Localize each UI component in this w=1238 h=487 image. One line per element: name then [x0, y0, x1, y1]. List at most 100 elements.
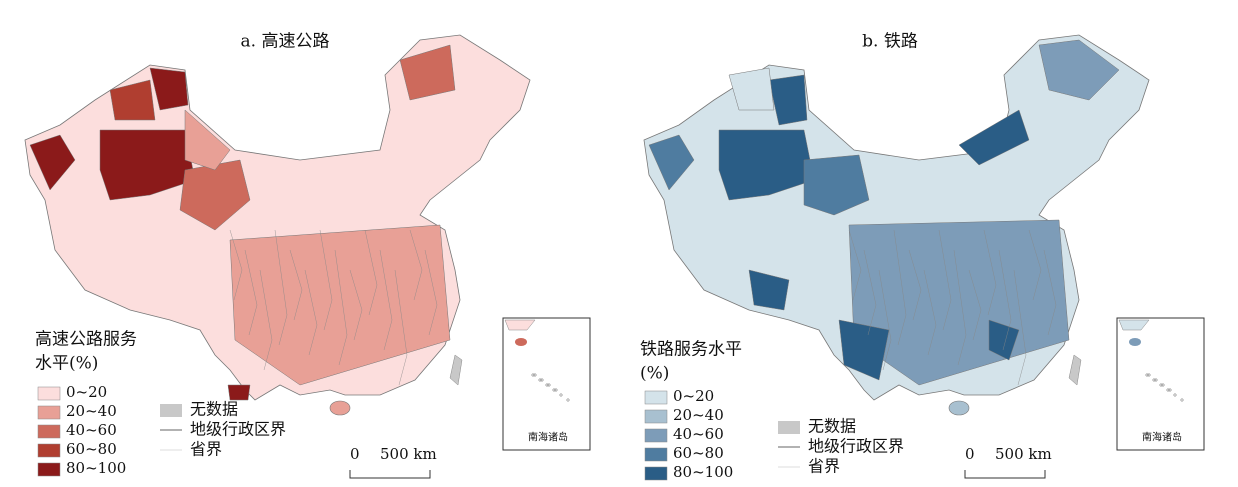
- taiwan: [1068, 354, 1082, 386]
- no-data-swatch: [160, 404, 182, 417]
- inset-island: [1129, 338, 1141, 346]
- boundary: [259, 269, 273, 371]
- region: [179, 159, 251, 231]
- region: [229, 224, 451, 386]
- no-data-label: 无数据: [808, 417, 856, 436]
- no-data-label: 无数据: [190, 400, 238, 419]
- scale-bar: [964, 470, 1046, 479]
- boundary: [908, 249, 922, 321]
- inset-reef: [1147, 373, 1151, 377]
- region: [718, 129, 815, 201]
- boundary: [923, 269, 937, 356]
- legend-title: (%): [640, 364, 669, 384]
- inset-reef: [566, 398, 570, 402]
- legend-swatch: [37, 386, 61, 401]
- region: [838, 319, 890, 381]
- inset-reef: [1154, 378, 1158, 382]
- island: [948, 400, 970, 416]
- no-data-swatch: [778, 421, 800, 434]
- region: [728, 67, 775, 111]
- boundary: [379, 249, 393, 351]
- panel-title: b. 铁路: [862, 32, 918, 52]
- legend-label: 40~60: [66, 421, 117, 439]
- region: [149, 67, 189, 111]
- taiwan: [449, 354, 463, 386]
- region: [768, 74, 808, 126]
- inset-reef: [1168, 388, 1172, 392]
- boundary: [953, 249, 967, 366]
- region: [1038, 39, 1120, 101]
- inset-reef: [533, 373, 537, 377]
- region: [988, 319, 1020, 361]
- region: [29, 134, 76, 191]
- panel-title: a. 高速公路: [241, 32, 330, 52]
- boundary: [1043, 249, 1057, 336]
- inset-reef: [554, 388, 558, 392]
- inset-reef: [559, 393, 563, 397]
- scale-bar: [349, 470, 431, 479]
- legend-title: 铁路服务水平: [640, 340, 742, 360]
- boundary: [349, 269, 363, 341]
- boundary: [1028, 229, 1042, 301]
- scale-distance: 500 km: [380, 445, 437, 463]
- boundary: [274, 229, 288, 346]
- region: [748, 269, 790, 311]
- legend-label: 0~20: [673, 387, 714, 405]
- legend-swatch: [37, 424, 61, 439]
- legend-label: 20~40: [673, 406, 724, 424]
- inset-reef: [531, 373, 535, 377]
- inset-coast: [1118, 319, 1150, 331]
- scale-distance: 500 km: [995, 445, 1052, 463]
- inset-reef: [1173, 393, 1177, 397]
- inset-reef: [545, 383, 549, 387]
- region: [184, 109, 231, 171]
- map: [643, 34, 1150, 416]
- legend-title: 高速公路服务: [35, 330, 137, 350]
- boundary: [893, 229, 907, 346]
- boundary: [409, 229, 423, 301]
- boundary: [244, 249, 258, 336]
- scale-zero: 0: [965, 445, 975, 463]
- inset-reef: [1159, 383, 1163, 387]
- legend-swatch: [644, 428, 668, 443]
- province-boundary-label: 省界: [808, 457, 840, 476]
- inset-reef: [1180, 398, 1184, 402]
- legend-title: 水平(%): [35, 354, 98, 374]
- inset-reef: [538, 378, 542, 382]
- boundary: [394, 269, 408, 386]
- boundary: [304, 269, 318, 356]
- inset-reef: [1161, 383, 1165, 387]
- inset-label: 南海诸岛: [528, 431, 568, 444]
- scale-zero: 0: [350, 445, 360, 463]
- boundary: [334, 249, 348, 366]
- inset-reef: [547, 383, 551, 387]
- province-boundary-label: 省界: [190, 440, 222, 459]
- map: [24, 34, 531, 416]
- inset-reef: [1145, 373, 1149, 377]
- boundary: [848, 229, 862, 301]
- inset-reef: [1152, 378, 1156, 382]
- inset-coast: [504, 319, 536, 331]
- boundary: [998, 249, 1012, 351]
- boundary: [424, 249, 438, 336]
- boundary: [878, 269, 892, 371]
- boundary: [863, 249, 877, 336]
- legend-swatch: [644, 390, 668, 405]
- region: [109, 79, 156, 121]
- inset-island: [515, 338, 527, 346]
- legend-swatch: [37, 405, 61, 420]
- boundary: [364, 229, 378, 316]
- legend-label: 40~60: [673, 425, 724, 443]
- region: [227, 384, 251, 401]
- legend-label: 80~100: [673, 463, 733, 481]
- prefecture-boundary-label: 地级行政区界: [190, 420, 286, 439]
- boundary: [1013, 269, 1027, 386]
- prefecture-boundary-label: 地级行政区界: [808, 437, 904, 456]
- region: [399, 44, 456, 101]
- legend-swatch: [644, 409, 668, 424]
- boundary: [229, 229, 243, 301]
- legend-label: 60~80: [66, 440, 117, 458]
